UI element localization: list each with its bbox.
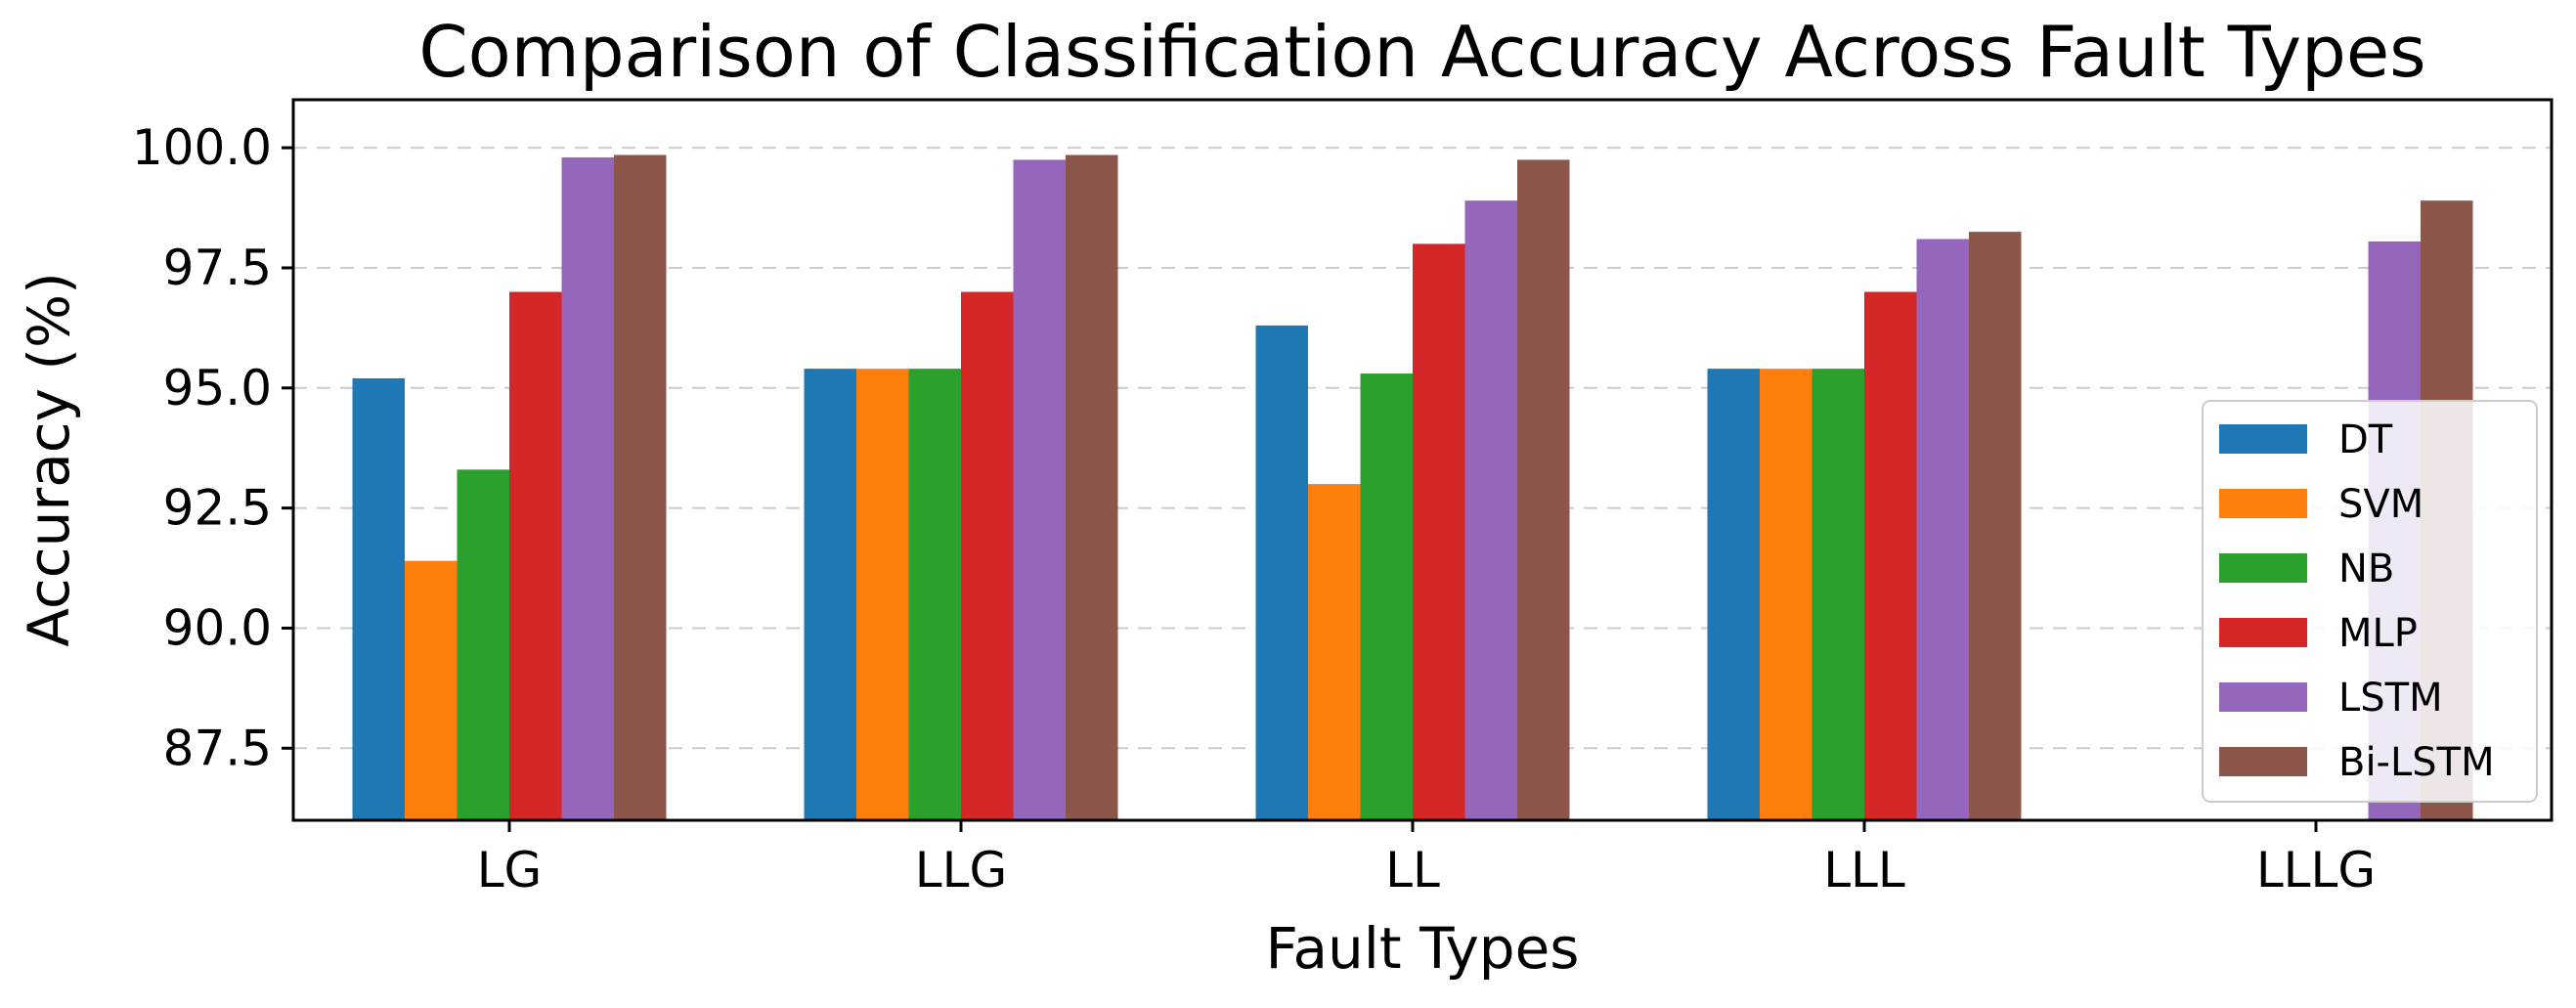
y-tick-label: 90.0 (163, 599, 272, 656)
x-tick-label: LL (1385, 842, 1440, 898)
bar-bi-lstm-ll (1517, 159, 1570, 820)
bar-svm-lll (1760, 369, 1812, 820)
plot-frame (291, 98, 2554, 822)
legend-label-lstm: LSTM (2338, 676, 2443, 721)
bar-svm-lg (405, 560, 458, 820)
bar-bi-lstm-llg (1066, 154, 1118, 821)
bar-bi-lstm-lll (1969, 232, 2022, 820)
y-tick-label: 100.0 (132, 119, 272, 176)
legend-label-nb: NB (2338, 547, 2394, 592)
x-axis-label: Fault Types (1265, 915, 1579, 982)
bar-lstm-ll (1464, 200, 1517, 820)
x-tick-label: LG (477, 842, 543, 898)
x-tick-label: LLG (915, 842, 1007, 898)
legend-swatch-dt (2219, 424, 2307, 454)
legend-swatch-nb (2219, 553, 2307, 583)
legend: DT SVM NB MLP LSTM Bi-LSTM (2202, 400, 2538, 803)
bar-mlp-lll (1864, 291, 1917, 820)
bar-svm-llg (856, 369, 909, 820)
y-tick-label: 92.5 (163, 480, 272, 537)
bar-dt-lg (352, 377, 405, 820)
legend-swatch-mlp (2219, 618, 2307, 647)
bar-lstm-llg (1013, 159, 1066, 820)
legend-swatch-svm (2219, 489, 2307, 518)
y-tick-label: 97.5 (163, 240, 272, 296)
bar-lstm-lg (561, 156, 614, 820)
bar-nb-llg (908, 369, 961, 820)
bar-mlp-llg (961, 291, 1014, 820)
y-tick-label: 87.5 (163, 720, 272, 776)
legend-label-bi-lstm: Bi-LSTM (2338, 740, 2495, 785)
x-axis: LG LLG LL LLL LLLG (477, 820, 2376, 898)
bar-dt-ll (1255, 325, 1308, 820)
bar-bi-lstm-lg (614, 154, 667, 821)
y-axis-label: Accuracy (%) (16, 272, 82, 647)
bar-mlp-ll (1413, 243, 1465, 820)
legend-swatch-lstm (2219, 682, 2307, 712)
legend-items: DT SVM NB MLP LSTM Bi-LSTM (2219, 417, 2495, 785)
chart-title: Comparison of Classification Accuracy Ac… (418, 11, 2425, 93)
legend-label-svm: SVM (2338, 482, 2423, 527)
bar-nb-lg (457, 469, 509, 820)
y-axis: 87.5 90.0 92.5 95.0 97.5 100.0 (132, 119, 293, 776)
bar-svm-ll (1308, 484, 1361, 820)
bar-lstm-lll (1916, 239, 1969, 820)
y-tick-label: 95.0 (163, 360, 272, 416)
legend-swatch-bi-lstm (2219, 747, 2307, 776)
bar-dt-llg (804, 369, 856, 820)
legend-label-mlp: MLP (2338, 611, 2418, 656)
legend-label-dt: DT (2338, 417, 2393, 462)
bar-nb-lll (1812, 369, 1864, 820)
x-tick-label: LLL (1823, 842, 1905, 898)
bar-nb-ll (1360, 373, 1413, 820)
bars-layer (352, 154, 2473, 821)
bar-mlp-lg (509, 291, 562, 820)
bar-dt-lll (1707, 369, 1760, 820)
x-tick-label: LLLG (2256, 842, 2376, 898)
